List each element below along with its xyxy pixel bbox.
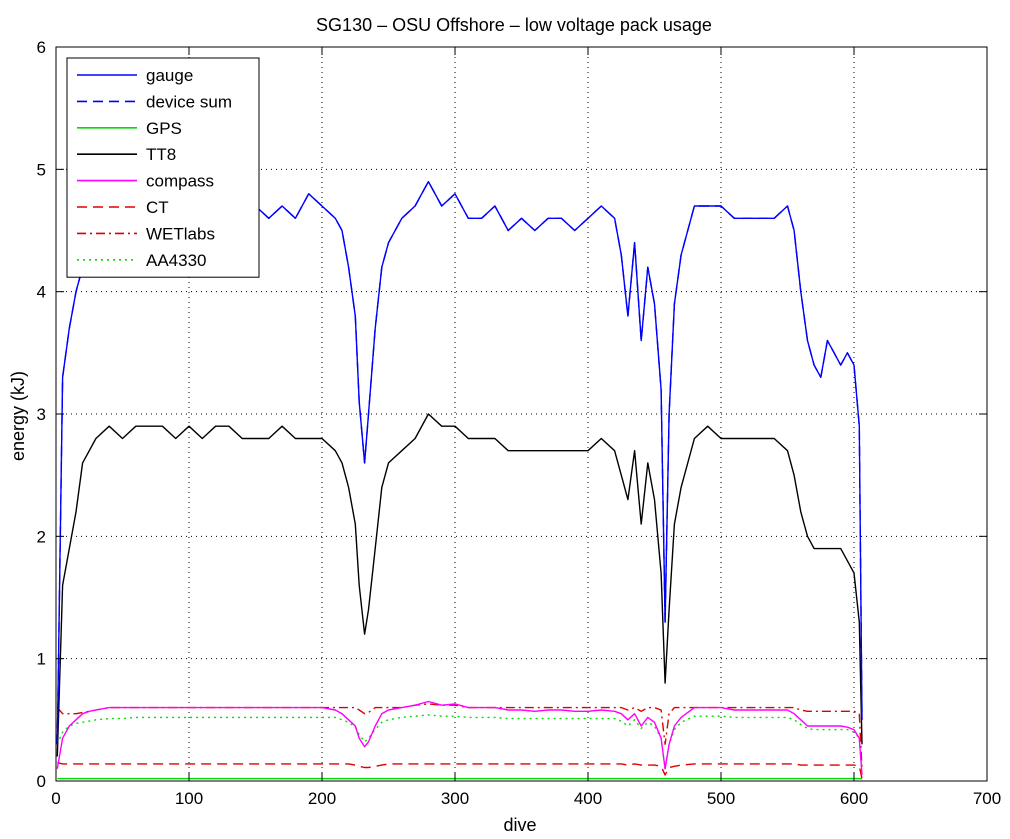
legend-box (66, 57, 260, 278)
chart-title: SG130 – OSU Offshore – low voltage pack … (316, 15, 712, 35)
series-line-tt8 (56, 413, 863, 757)
y-tick-label: 5 (37, 160, 46, 179)
x-tick-label: 300 (441, 789, 469, 808)
x-axis-label: dive (503, 815, 536, 835)
legend-entry-label: AA4330 (146, 251, 207, 270)
x-tick-label: 400 (574, 789, 602, 808)
y-axis-label: energy (kJ) (8, 371, 28, 461)
legend-entry-label: CT (146, 198, 169, 217)
x-tick-label: 200 (308, 789, 336, 808)
y-tick-label: 2 (37, 527, 46, 546)
legend-entry-label: WETlabs (146, 224, 215, 243)
x-tick-label: 100 (175, 789, 203, 808)
tick-marks (55, 46, 988, 782)
x-tick-label: 0 (51, 789, 60, 808)
tick-labels: 0 100 200 300 400 500 600 700 0 1 2 3 4 5 6 (37, 38, 1002, 808)
legend-entry-label: TT8 (146, 145, 176, 164)
series-line-ct (57, 761, 863, 779)
y-tick-label: 0 (37, 772, 46, 791)
x-tick-label: 500 (707, 789, 735, 808)
y-tick-label: 3 (37, 405, 46, 424)
x-tick-label: 600 (840, 789, 868, 808)
y-tick-label: 6 (37, 38, 46, 57)
y-tick-label: 4 (37, 283, 46, 302)
y-tick-label: 1 (37, 650, 46, 669)
legend: gauge device sum GPS TT8 compass CT WETlabs AA4… (66, 57, 260, 278)
legend-entry-label: gauge (146, 66, 193, 85)
x-tick-label: 700 (973, 789, 1001, 808)
legend-entry-label: device sum (146, 92, 232, 111)
legend-entry-label: GPS (146, 119, 182, 138)
series-line-compass (56, 700, 863, 775)
series-line-aa4330 (56, 714, 863, 775)
legend-entry-label: compass (146, 172, 214, 191)
